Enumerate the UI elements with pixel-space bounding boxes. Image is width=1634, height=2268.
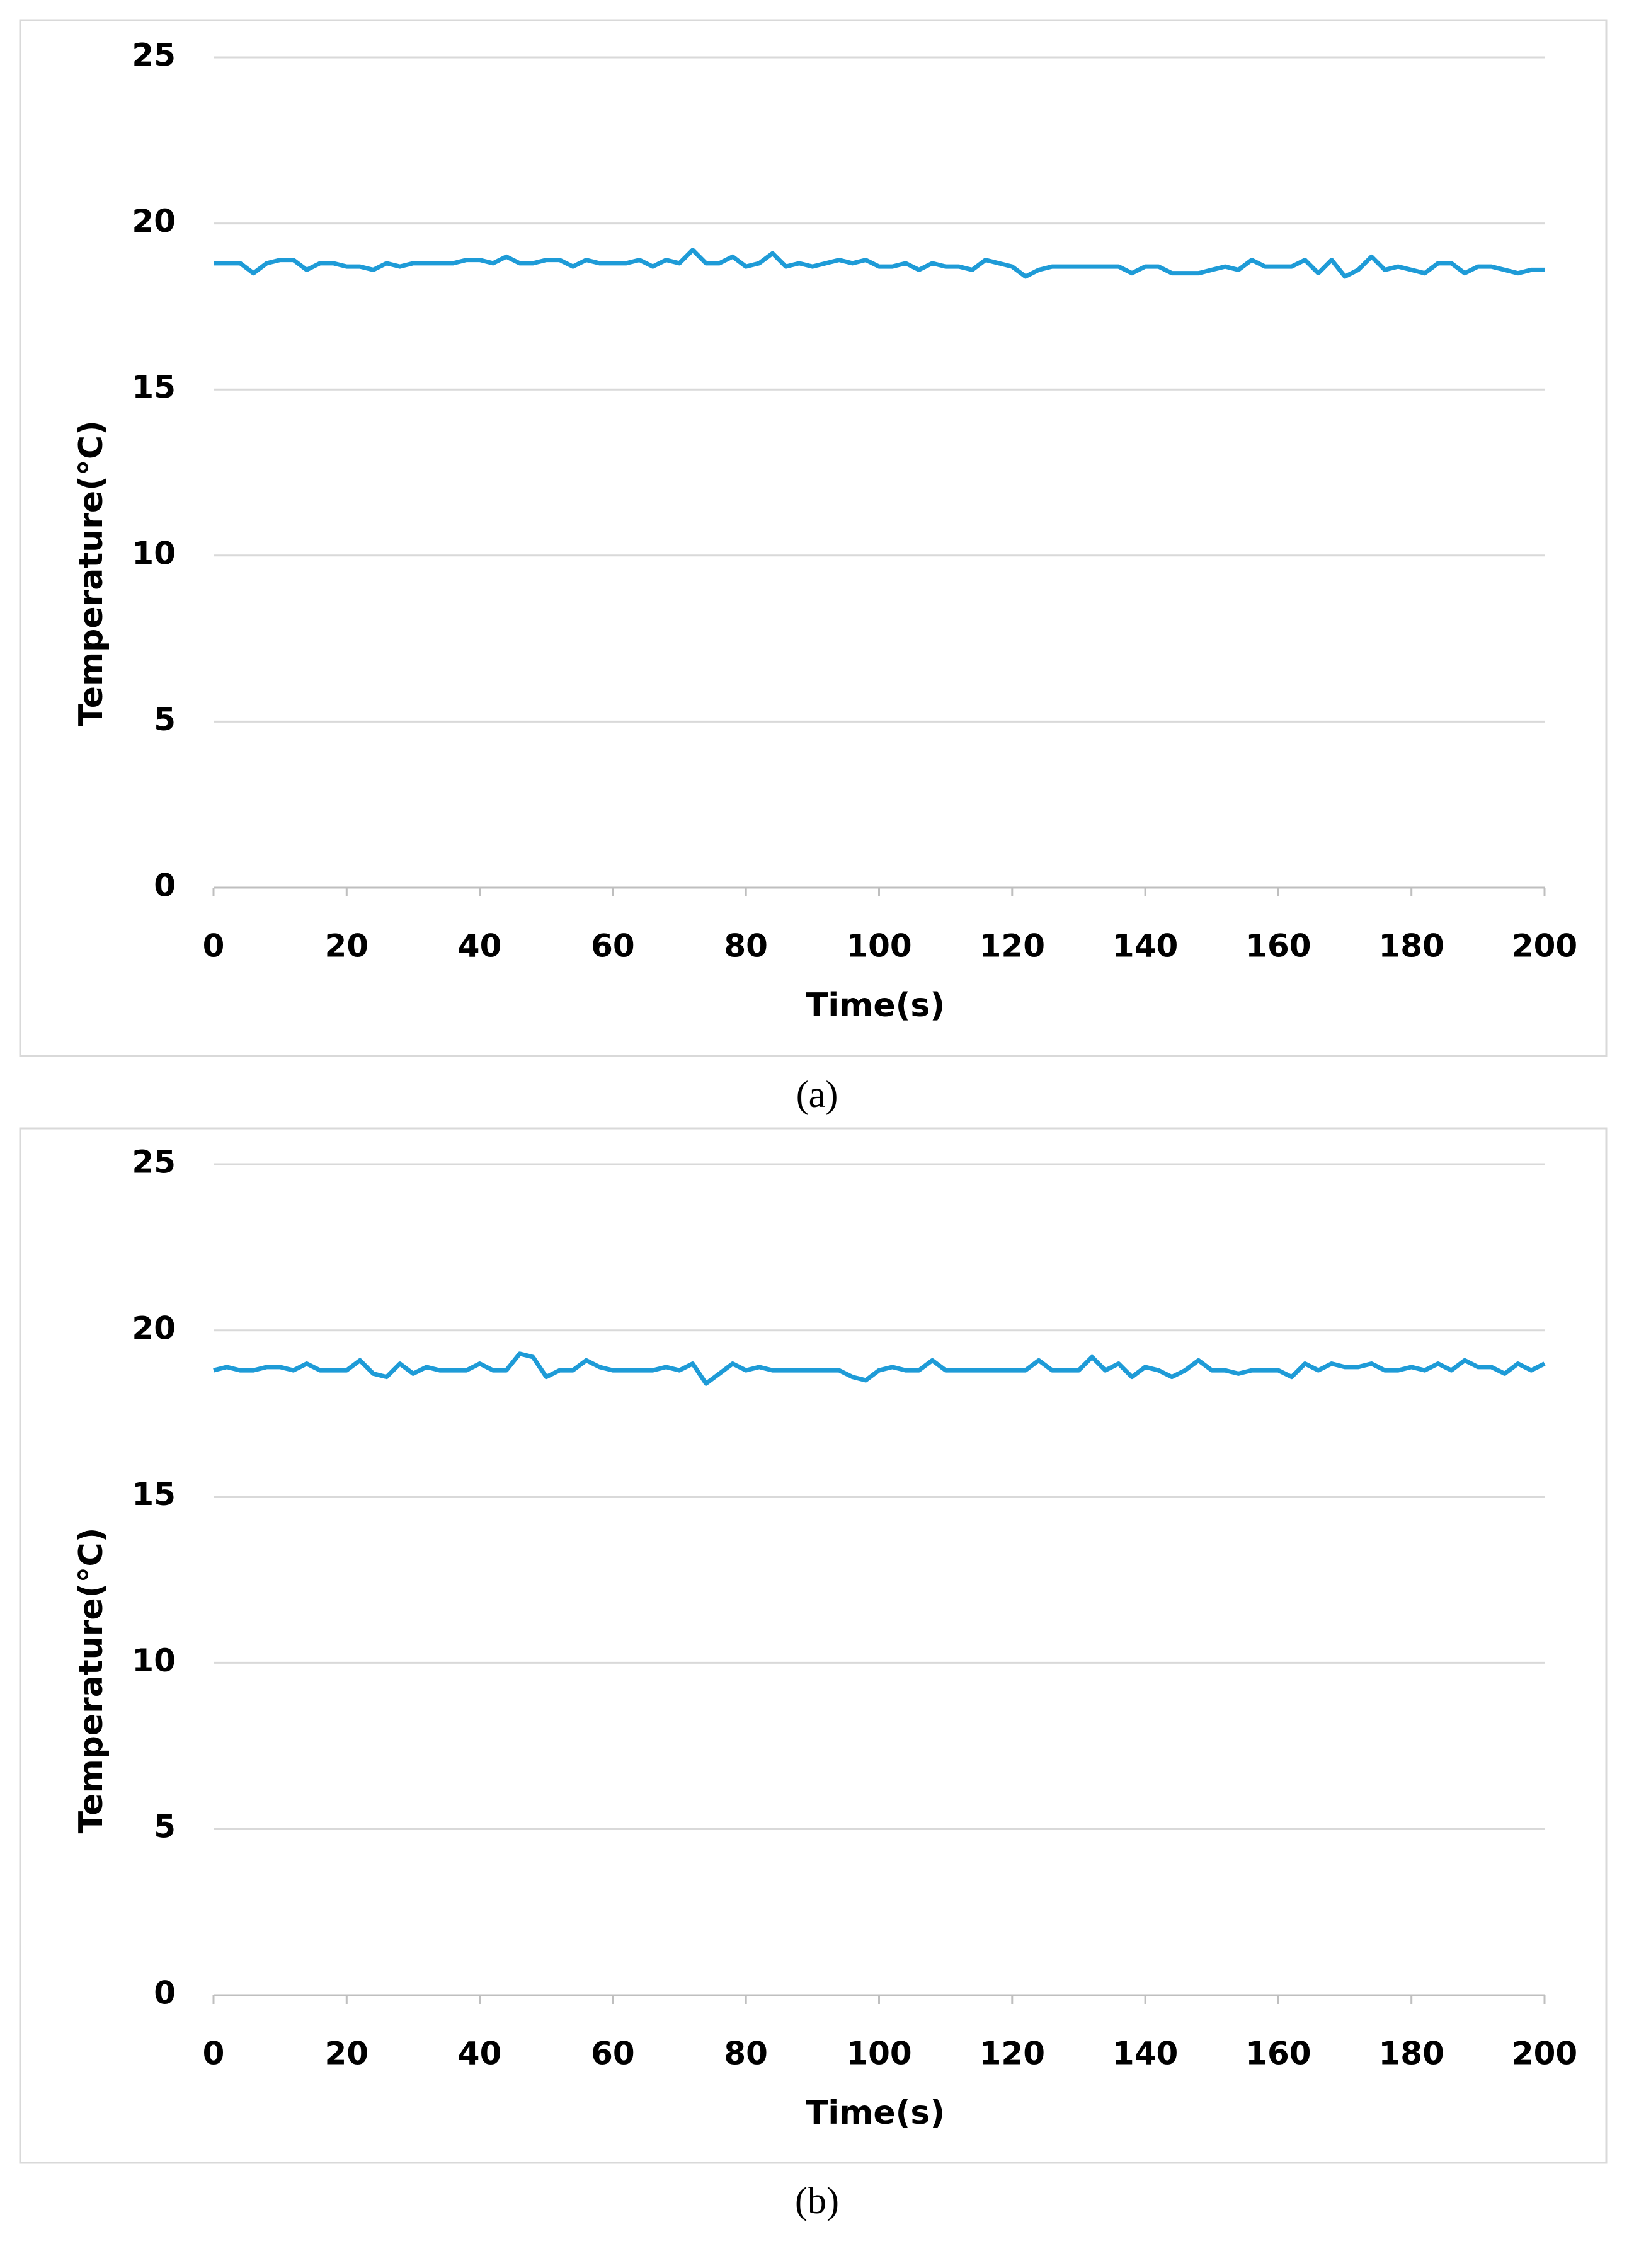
y-tick-label: 10 [132, 1642, 176, 1679]
x-tick-label: 200 [1512, 2036, 1577, 2072]
y-axis-title: Temperature(°C) [72, 1528, 110, 1834]
x-tick-label: 180 [1379, 2036, 1444, 2072]
y-tick-label: 20 [132, 203, 176, 239]
y-tick-label: 0 [154, 868, 176, 904]
x-axis-title: Time(s) [806, 987, 945, 1024]
x-tick-label: 60 [591, 928, 635, 965]
x-tick-label: 200 [1512, 928, 1577, 965]
caption: (b) [795, 2180, 839, 2221]
x-tick-label: 20 [325, 2036, 369, 2072]
data-line [214, 248, 1545, 279]
x-tick-label: 120 [980, 2036, 1045, 2072]
x-tick-label: 160 [1245, 928, 1311, 965]
chart: 0 5 10 15 20 25 0 20 40 60 80 100 120 140 160 180 200 Tim… [19, 1127, 1608, 2221]
x-tick-label: 40 [458, 2036, 502, 2072]
x-tick-label: 180 [1379, 928, 1444, 965]
y-tick-label: 20 [132, 1310, 176, 1346]
y-axis-title: Temperature(°C) [72, 420, 110, 726]
x-tick-label: 120 [980, 928, 1045, 965]
chart: 0 5 10 15 20 25 0 20 40 60 80 100 120 140 160 180 200 Tim… [19, 19, 1608, 1115]
x-tick-label: 140 [1112, 2036, 1178, 2072]
x-tick-label: 80 [724, 2036, 768, 2072]
x-tick-label: 0 [203, 928, 225, 965]
y-tick-label: 0 [154, 1975, 176, 2012]
y-tick-label: 25 [132, 37, 176, 74]
x-tick-label: 140 [1112, 928, 1178, 965]
x-tick-label: 0 [203, 2036, 225, 2072]
x-axis-title: Time(s) [806, 2094, 945, 2132]
chart-frame [19, 1127, 1608, 2164]
x-tick-label: 60 [591, 2036, 635, 2072]
y-tick-label: 10 [132, 535, 176, 571]
caption: (a) [796, 1074, 838, 1115]
x-tick-label: 80 [724, 928, 768, 965]
y-tick-label: 5 [154, 701, 176, 738]
chart-frame [19, 19, 1608, 1057]
data-line [213, 1351, 1546, 1386]
y-tick-label: 15 [132, 1476, 176, 1513]
x-tick-label: 100 [846, 2036, 911, 2072]
x-tick-label: 100 [846, 928, 911, 965]
x-tick-label: 40 [458, 928, 502, 965]
y-tick-label: 25 [132, 1144, 176, 1181]
x-tick-label: 160 [1245, 2036, 1311, 2072]
y-tick-label: 5 [154, 1809, 176, 1845]
x-tick-label: 20 [325, 928, 369, 965]
y-tick-label: 15 [132, 369, 176, 406]
